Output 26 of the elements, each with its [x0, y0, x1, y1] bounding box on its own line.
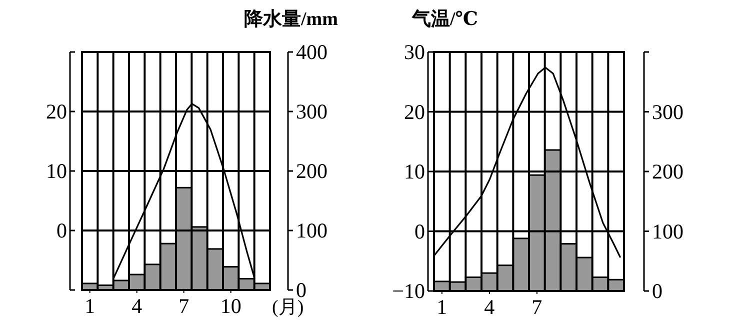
- y2-tick-label: 400: [296, 40, 328, 64]
- y-axis-title: 气温/℃: [411, 9, 478, 30]
- y-tick-label: 10: [46, 159, 67, 183]
- y-tick-label: 0: [414, 219, 425, 244]
- y2-tick-label: 0: [652, 279, 662, 303]
- x-tick-label: 1: [436, 295, 448, 319]
- y-tick-label: 30: [404, 40, 425, 64]
- y2-tick-label: 300: [296, 100, 328, 124]
- y-tick-label: 20: [404, 100, 425, 124]
- y2-tick-label: 200: [652, 160, 684, 184]
- y-tick-label: −10: [392, 279, 425, 303]
- y-tick-label: 20: [46, 100, 67, 124]
- x-tick-label: 1: [84, 294, 96, 318]
- x-tick-label: 4: [484, 295, 496, 319]
- y2-tick-label: 100: [652, 219, 684, 244]
- x-tick-label: 4: [132, 294, 143, 318]
- x-axis-title: (月): [272, 297, 304, 318]
- y2-axis-title: 降水量/mm: [244, 8, 338, 30]
- x-tick-label: 10: [220, 294, 242, 318]
- y-tick-label: 10: [404, 160, 425, 184]
- y2-tick-label: 100: [296, 218, 328, 242]
- y2-tick-label: 200: [296, 159, 328, 183]
- y-tick-label: 0: [56, 218, 67, 242]
- x-tick-label: 7: [178, 294, 190, 318]
- y2-tick-label: 300: [652, 100, 684, 124]
- x-tick-label: 7: [532, 295, 542, 319]
